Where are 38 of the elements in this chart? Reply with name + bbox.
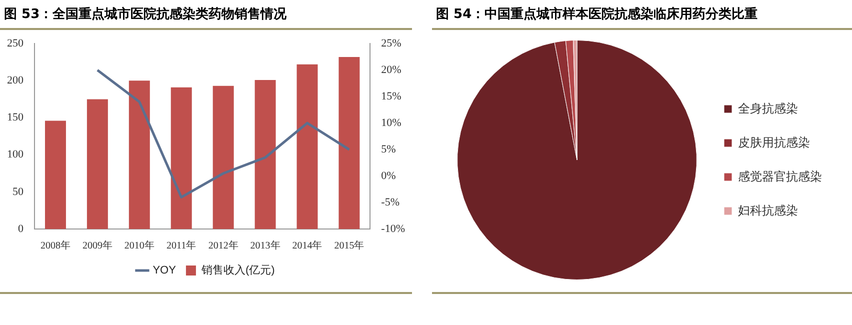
- bar: [128, 80, 150, 229]
- y-tick-label: 200: [7, 74, 24, 87]
- y2-tick-label: 15%: [381, 90, 402, 102]
- y-tick-label: 0: [18, 222, 24, 235]
- x-tick-label: 2008年: [40, 240, 70, 252]
- bar: [296, 64, 318, 229]
- x-tick-label: 2009年: [82, 240, 112, 252]
- x-tick-label: 2012年: [208, 240, 238, 252]
- legend-label: 感觉器官抗感染: [738, 169, 822, 184]
- chart-title: 图 54：中国重点城市样本医院抗感染临床用药分类比重: [432, 0, 852, 30]
- y-tick-label: 50: [12, 186, 24, 198]
- y2-tick-label: 0%: [381, 170, 396, 182]
- legend-label: 皮肤用抗感染: [738, 135, 810, 150]
- y2-tick-label: 25%: [381, 37, 402, 50]
- legend-label: 全身抗感染: [738, 101, 798, 116]
- y-tick-label: 250: [7, 37, 24, 50]
- bar: [338, 56, 360, 229]
- y2-tick-label: 5%: [381, 143, 396, 156]
- legend-label: 销售收入(亿元): [200, 264, 275, 277]
- legend-label: YOY: [152, 264, 177, 277]
- legend-label: 妇科抗感染: [738, 203, 798, 218]
- chart-title: 图 53：全国重点城市医院抗感染类药物销售情况: [0, 0, 412, 30]
- y2-tick-label: 10%: [381, 116, 402, 129]
- x-tick-label: 2011年: [166, 240, 196, 252]
- y2-tick-label: -10%: [381, 222, 405, 235]
- y-tick-label: 150: [7, 112, 24, 124]
- x-tick-label: 2010年: [124, 240, 154, 252]
- x-tick-label: 2014年: [292, 240, 322, 252]
- y2-tick-label: 20%: [381, 64, 402, 76]
- y-tick-label: 100: [7, 148, 24, 161]
- bar: [254, 80, 276, 229]
- bar: [170, 87, 192, 229]
- bar: [86, 99, 108, 229]
- bar: [212, 86, 234, 229]
- y2-tick-label: -5%: [381, 196, 400, 208]
- x-tick-label: 2013年: [250, 240, 280, 252]
- bar: [44, 120, 66, 229]
- x-tick-label: 2015年: [334, 240, 364, 252]
